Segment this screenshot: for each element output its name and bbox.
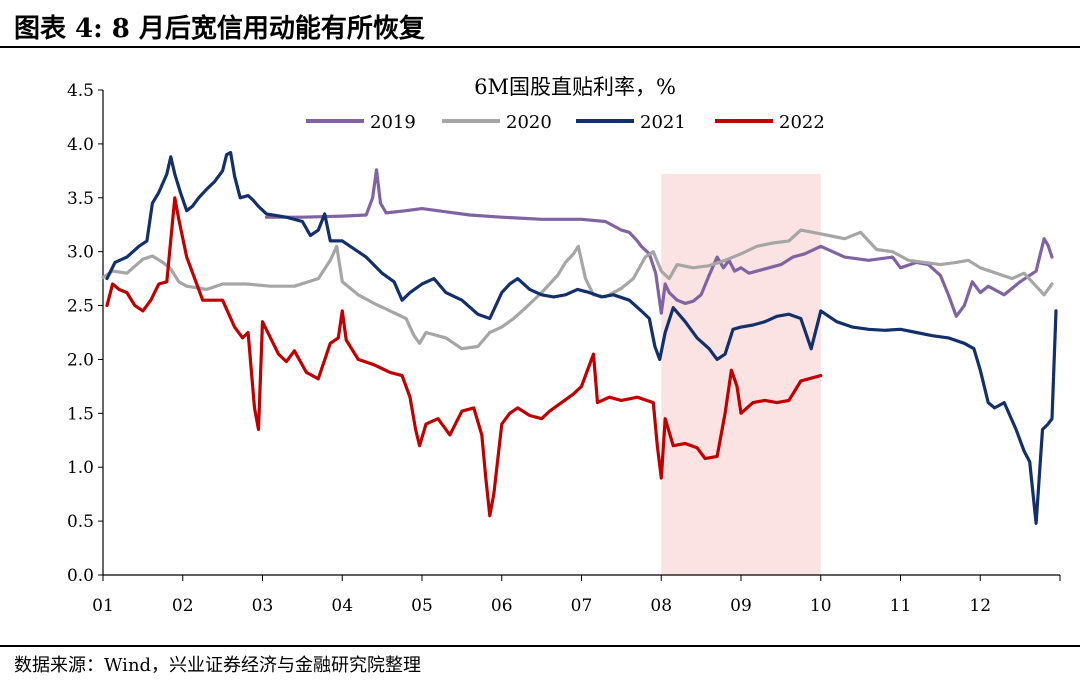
y-tick-label: 4.5 xyxy=(67,81,94,101)
title-rule xyxy=(0,46,1080,48)
legend-label-2021: 2021 xyxy=(640,112,686,133)
series-line-2021 xyxy=(105,150,1058,525)
y-tick-label: 0.0 xyxy=(67,566,94,586)
chart-title: 6M国股直贴利率，% xyxy=(474,75,676,99)
legend-label-2019: 2019 xyxy=(370,112,416,133)
highlight-band-layer xyxy=(661,174,821,576)
highlight-band xyxy=(661,174,821,576)
x-tick-label: 01 xyxy=(92,596,114,616)
series-line-2019 xyxy=(264,168,1054,318)
series-layer xyxy=(101,150,1058,525)
figure-title: 图表 4: 8 月后宽信用动能有所恢复 xyxy=(14,14,425,44)
footer-rule xyxy=(0,645,1080,647)
legend-label-2022: 2022 xyxy=(779,112,825,133)
legend: 2019 2020 2021 2022 xyxy=(306,112,825,133)
series-line-2020 xyxy=(101,228,1054,351)
x-tick-label: 12 xyxy=(969,596,991,616)
y-tick-label: 3.5 xyxy=(67,189,94,209)
x-tick-label: 10 xyxy=(810,596,832,616)
x-tick-label: 04 xyxy=(331,596,353,616)
x-tick-label: 05 xyxy=(411,596,433,616)
y-tick-label: 1.5 xyxy=(67,404,94,424)
line-chart: 0.0 0.5 1.0 1.5 2.0 2.5 3.0 3.5 4.0 4.5 01 02 03 04 05… xyxy=(67,75,1061,616)
y-tick-label: 2.5 xyxy=(67,297,94,317)
y-tick-label: 4.0 xyxy=(67,135,94,155)
y-tick-label: 3.0 xyxy=(67,243,94,263)
x-tick-label: 02 xyxy=(172,596,194,616)
y-tick-label: 2.0 xyxy=(67,350,94,370)
x-tick-label: 08 xyxy=(650,596,672,616)
x-tick-label: 03 xyxy=(252,596,274,616)
x-tick-label: 09 xyxy=(730,596,752,616)
axes: 0.0 0.5 1.0 1.5 2.0 2.5 3.0 3.5 4.0 4.5 01 02 03 04 05… xyxy=(67,81,1061,616)
legend-label-2020: 2020 xyxy=(506,112,552,133)
x-tick-label: 11 xyxy=(890,596,912,616)
source-note: 数据来源：Wind，兴业证券经济与金融研究院整理 xyxy=(14,655,422,676)
x-tick-label: 07 xyxy=(571,596,593,616)
y-tick-label: 0.5 xyxy=(67,512,94,532)
x-tick-label: 06 xyxy=(491,596,513,616)
y-tick-label: 1.0 xyxy=(67,458,94,478)
series-line-2022 xyxy=(105,196,823,518)
